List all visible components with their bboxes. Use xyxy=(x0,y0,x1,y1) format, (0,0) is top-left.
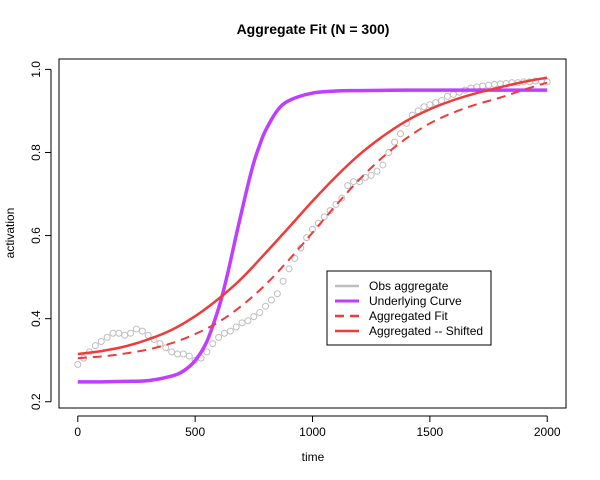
obs-point xyxy=(220,329,228,337)
obs-point xyxy=(115,329,123,337)
obs-point xyxy=(367,171,375,179)
obs-point xyxy=(285,265,293,273)
legend-label: Underlying Curve xyxy=(369,294,462,308)
y-axis-label: activation xyxy=(3,208,17,259)
legend-box xyxy=(326,270,492,346)
obs-point xyxy=(485,81,493,89)
obs-point xyxy=(373,167,381,175)
obs-point xyxy=(291,254,299,262)
obs-point xyxy=(168,348,176,356)
axes: 0 500 1000 1500 2000 0.2 0.4 0.6 0.8 1.0 xyxy=(29,58,567,439)
y-tick-label: 0.8 xyxy=(29,144,43,161)
obs-point xyxy=(385,148,393,156)
obs-point xyxy=(256,308,264,316)
x-tick-label: 1000 xyxy=(299,425,326,439)
obs-point xyxy=(479,82,487,90)
series-obs-aggregate xyxy=(74,77,551,368)
obs-point xyxy=(320,213,328,221)
obs-point xyxy=(121,331,129,339)
y-tick-label: 0.2 xyxy=(29,393,43,410)
obs-point xyxy=(426,101,434,109)
obs-point xyxy=(109,329,117,337)
x-tick-label: 0 xyxy=(74,425,81,439)
obs-point xyxy=(326,207,334,215)
obs-point xyxy=(250,313,258,321)
obs-point xyxy=(279,277,287,285)
plot-frame xyxy=(58,58,567,409)
obs-point xyxy=(226,327,234,335)
series-aggregated-fit xyxy=(77,81,548,360)
x-tick-label: 500 xyxy=(185,425,205,439)
plot-area xyxy=(74,76,551,384)
obs-point xyxy=(350,178,358,186)
y-tick-label: 0.6 xyxy=(29,227,43,244)
series-aggregated-shifted xyxy=(77,76,548,356)
obs-point xyxy=(203,348,211,356)
obs-point xyxy=(127,329,135,337)
obs-point xyxy=(420,103,428,111)
obs-point xyxy=(332,200,340,208)
obs-point xyxy=(138,327,146,335)
x-axis-label: time xyxy=(302,450,325,464)
y-tick-label: 0.4 xyxy=(29,310,43,327)
x-tick-label: 2000 xyxy=(534,425,561,439)
legend-label: Aggregated Fit xyxy=(369,309,448,323)
obs-point xyxy=(244,317,252,325)
obs-point xyxy=(443,92,451,100)
obs-point xyxy=(267,296,275,304)
chart-title: Aggregate Fit (N = 300) xyxy=(237,21,390,37)
obs-point xyxy=(91,342,99,350)
obs-point xyxy=(303,234,311,242)
obs-point xyxy=(391,138,399,146)
obs-point xyxy=(379,161,387,169)
obs-point xyxy=(262,302,270,310)
legend-label: Obs aggregate xyxy=(369,279,449,293)
obs-point xyxy=(232,323,240,331)
obs-point xyxy=(215,333,223,341)
obs-point xyxy=(449,90,457,98)
obs-point xyxy=(185,352,193,360)
obs-point xyxy=(179,350,187,358)
obs-point xyxy=(132,325,140,333)
obs-point xyxy=(490,80,498,88)
obs-point xyxy=(97,338,105,346)
legend-label: Aggregated -- Shifted xyxy=(369,324,483,338)
obs-point xyxy=(103,333,111,341)
obs-point xyxy=(344,182,352,190)
x-tick-label: 1500 xyxy=(417,425,444,439)
obs-point xyxy=(338,194,346,202)
y-tick-label: 1.0 xyxy=(29,61,43,78)
obs-point xyxy=(174,350,182,358)
series-underlying-curve xyxy=(77,88,548,384)
obs-point xyxy=(74,360,82,368)
obs-point xyxy=(273,290,281,298)
obs-point xyxy=(162,344,170,352)
obs-point xyxy=(238,319,246,327)
obs-point xyxy=(397,130,405,138)
obs-point xyxy=(209,340,217,348)
